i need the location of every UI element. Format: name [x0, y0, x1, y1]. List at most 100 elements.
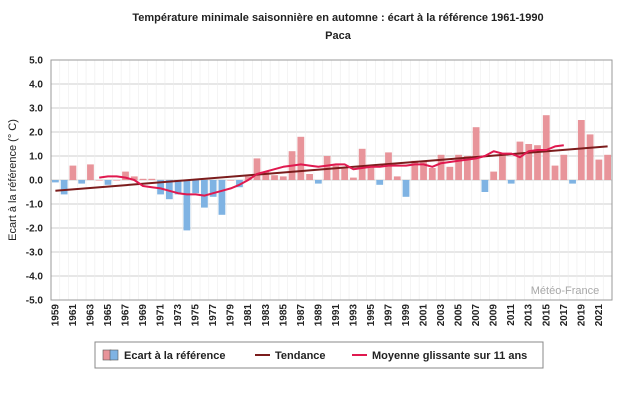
y-tick-label: -3.0	[26, 248, 44, 259]
anomaly-bar	[113, 180, 121, 181]
legend-box	[94, 341, 544, 369]
anomaly-bar	[569, 180, 576, 184]
anomaly-bar	[183, 180, 191, 231]
anomaly-bar	[122, 171, 129, 180]
anomaly-bar	[314, 180, 322, 184]
x-tick-label: 1999	[401, 304, 412, 327]
y-tick-label: -1.0	[26, 200, 44, 211]
anomaly-bar	[463, 156, 471, 180]
y-tick-label: 5.0	[29, 56, 43, 67]
anomaly-bar	[104, 180, 112, 185]
anomaly-bar	[78, 180, 86, 184]
anomaly-bar	[393, 176, 401, 180]
x-tick-label: 2003	[436, 304, 447, 327]
x-tick-label: 1971	[156, 304, 167, 327]
anomaly-bar	[87, 164, 94, 180]
y-tick-label: 0.0	[29, 176, 43, 187]
x-tick-label: 1965	[103, 304, 114, 327]
x-tick-label: 1963	[85, 304, 96, 327]
x-tick-label: 2009	[489, 304, 500, 327]
x-tick-label: 1993	[348, 304, 359, 327]
y-tick-label: 3.0	[29, 104, 43, 115]
anomaly-bar	[420, 162, 427, 180]
y-axis-label: Ecart à la référence (° C)	[7, 119, 19, 241]
anomaly-bar	[341, 168, 349, 180]
anomaly-bar	[542, 115, 550, 180]
y-tick-label: 2.0	[29, 128, 43, 139]
trend-line	[55, 145, 608, 192]
anomaly-bar	[201, 180, 208, 208]
y-tick-label: -4.0	[26, 272, 44, 283]
y-tick-label: -2.0	[26, 224, 44, 235]
anomaly-bar	[306, 174, 313, 180]
anomaly-bar	[227, 180, 235, 181]
anomaly-bar	[595, 159, 603, 180]
lines	[55, 144, 608, 197]
anomaly-bar	[244, 176, 252, 180]
anomaly-bar	[402, 180, 410, 197]
anomaly-bar	[604, 154, 611, 180]
anomaly-bar	[60, 180, 68, 195]
x-tick-label: 2013	[524, 304, 535, 327]
x-tick-label: 2011	[506, 304, 517, 326]
x-tick-label: 2021	[594, 304, 605, 327]
x-tick-label: 2007	[471, 304, 482, 327]
anomaly-bar	[437, 154, 445, 180]
anomaly-bar	[376, 180, 384, 185]
anomaly-bar	[209, 180, 217, 197]
chart-title: Température minimale saisonnière en auto…	[132, 12, 543, 24]
anomaly-bar	[534, 145, 541, 180]
anomaly-bar	[481, 180, 489, 192]
anomaly-bar	[192, 180, 200, 194]
x-tick-label: 2005	[454, 304, 465, 327]
anomaly-bar	[577, 120, 585, 180]
anomaly-bar	[157, 180, 164, 195]
x-tick-label: 1995	[366, 304, 377, 327]
anomaly-bar	[139, 178, 147, 180]
anomaly-bar	[95, 180, 103, 181]
anomaly-bar	[130, 176, 138, 180]
x-tick-label: 1989	[313, 304, 324, 327]
anomaly-bar	[350, 177, 357, 180]
anomaly-bar	[174, 180, 182, 195]
anomaly-bar	[411, 160, 419, 180]
x-tick-label: 2001	[419, 304, 430, 327]
anomaly-bar	[472, 127, 480, 180]
moving-average-line	[99, 144, 564, 197]
x-tick-label: 2017	[559, 304, 570, 327]
legend-trend-label: Tendance	[275, 350, 326, 362]
legend-moving-average-label: Moyenne glissante sur 11 ans	[372, 350, 527, 362]
y-tick-label: 1.0	[29, 152, 43, 163]
anomaly-bar	[446, 166, 454, 180]
anomaly-bar	[52, 180, 59, 183]
anomaly-bar	[262, 171, 270, 180]
legend-bars-label: Ecart à la référence	[124, 350, 226, 362]
x-tick-label: 1985	[278, 304, 289, 327]
x-tick-label: 1969	[138, 304, 149, 327]
anomaly-bar	[560, 154, 568, 180]
chart-subtitle: Paca	[325, 30, 352, 42]
anomaly-bar	[455, 154, 462, 180]
anomaly-bar	[69, 165, 77, 180]
x-tick-label: 2015	[541, 304, 552, 327]
anomaly-bar	[271, 175, 278, 180]
anomaly-bar	[332, 165, 340, 180]
anomaly-bar	[218, 180, 226, 215]
anomaly-bar	[428, 168, 436, 180]
x-tick-label: 1975	[191, 304, 202, 327]
y-tick-label: 4.0	[29, 80, 43, 91]
x-tick-label: 2019	[576, 304, 587, 327]
x-tick-label: 1959	[50, 304, 61, 327]
x-tick-label: 1967	[121, 304, 132, 327]
anomaly-bar	[236, 180, 243, 188]
x-tick-label: 1973	[173, 304, 184, 327]
legend-swatch-negative	[109, 349, 119, 361]
anomaly-bar	[507, 180, 515, 184]
legend: Ecart à la référence Tendance Moyenne gl…	[94, 341, 544, 369]
anomaly-bar	[490, 171, 498, 180]
x-tick-label: 1961	[68, 304, 79, 327]
anomaly-bar	[253, 158, 261, 180]
x-tick-label: 1997	[383, 304, 394, 327]
